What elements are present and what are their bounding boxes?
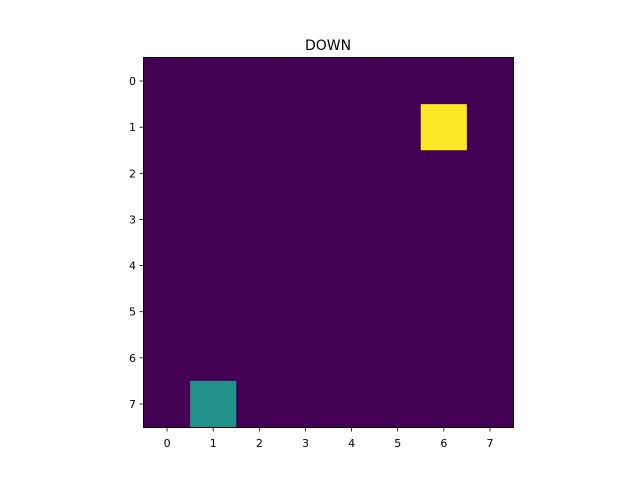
grid-cell <box>144 150 191 197</box>
grid-cell <box>374 242 422 290</box>
y-axis-ticks: 0 1 2 3 4 5 6 7 <box>129 75 144 411</box>
grid-cell <box>236 150 283 197</box>
grid-cell <box>420 150 468 197</box>
grid-cell <box>328 334 376 382</box>
grid-cell <box>328 380 376 428</box>
grid-cell <box>190 288 237 336</box>
grid-cell <box>374 150 422 197</box>
grid-cell <box>374 196 422 244</box>
grid-cell <box>190 196 237 244</box>
grid-cell <box>236 380 283 428</box>
grid-cell <box>420 334 468 382</box>
grid-cell <box>328 150 376 197</box>
grid-cell <box>282 196 330 244</box>
grid-cell <box>466 150 514 197</box>
grid-cell <box>190 334 237 382</box>
grid-cell <box>144 334 191 382</box>
y-tick-label: 4 <box>129 260 136 273</box>
x-tick-label: 4 <box>348 437 355 450</box>
figure-title: DOWN <box>305 38 351 54</box>
grid-cell <box>466 104 514 151</box>
grid-cells <box>144 58 514 428</box>
grid-cell <box>144 288 191 336</box>
grid-cell <box>190 58 237 105</box>
x-tick-label: 1 <box>210 437 217 450</box>
grid-cell <box>282 380 330 428</box>
grid-cell <box>144 196 191 244</box>
x-tick-label: 0 <box>164 437 171 450</box>
grid-cell <box>282 288 330 336</box>
grid-cell <box>282 242 330 290</box>
grid-cell <box>374 58 422 105</box>
agent-cell <box>190 380 237 428</box>
grid-cell <box>420 58 468 105</box>
grid-cell <box>466 58 514 105</box>
grid-cell <box>236 242 283 290</box>
grid-cell <box>236 334 283 382</box>
grid-cell <box>374 334 422 382</box>
y-tick-label: 5 <box>129 306 136 319</box>
grid-cell <box>466 196 514 244</box>
grid-cell <box>466 288 514 336</box>
x-tick-label: 6 <box>440 437 447 450</box>
x-axis-ticks: 0 1 2 3 4 5 6 7 <box>164 427 493 450</box>
grid-cell <box>236 104 283 151</box>
grid-cell <box>282 104 330 151</box>
grid-cell <box>466 380 514 428</box>
y-tick-label: 6 <box>129 352 136 365</box>
grid-cell <box>420 288 468 336</box>
grid-cell <box>144 104 191 151</box>
grid-cell <box>282 150 330 197</box>
grid-cell <box>420 196 468 244</box>
grid-cell <box>374 380 422 428</box>
y-tick-label: 0 <box>129 75 136 88</box>
y-tick-label: 7 <box>129 398 136 411</box>
x-tick-label: 3 <box>302 437 309 450</box>
x-tick-label: 7 <box>486 437 493 450</box>
grid-cell <box>236 288 283 336</box>
grid-cell <box>328 242 376 290</box>
grid-cell <box>420 380 468 428</box>
grid-cell <box>282 58 330 105</box>
grid-cell <box>328 104 376 151</box>
goal-cell <box>420 104 468 151</box>
grid-cell <box>466 334 514 382</box>
plot-frame <box>143 57 514 428</box>
grid-cell <box>144 242 191 290</box>
grid-cell <box>374 288 422 336</box>
grid-cell <box>236 58 283 105</box>
grid-cell <box>144 58 191 105</box>
grid-cell <box>190 242 237 290</box>
y-tick-label: 1 <box>129 121 136 134</box>
grid-cell <box>374 104 422 151</box>
grid-cell <box>420 242 468 290</box>
x-tick-label: 5 <box>394 437 401 450</box>
grid-cell <box>236 196 283 244</box>
grid-cell <box>190 104 237 151</box>
x-tick-label: 2 <box>256 437 263 450</box>
grid-cell <box>282 334 330 382</box>
y-tick-label: 3 <box>129 213 136 226</box>
grid-cell <box>328 58 376 105</box>
y-tick-label: 2 <box>129 167 136 180</box>
grid-cell <box>190 150 237 197</box>
grid-cell <box>466 242 514 290</box>
grid-cell <box>144 380 191 428</box>
grid-cell <box>328 288 376 336</box>
grid-cell <box>328 196 376 244</box>
